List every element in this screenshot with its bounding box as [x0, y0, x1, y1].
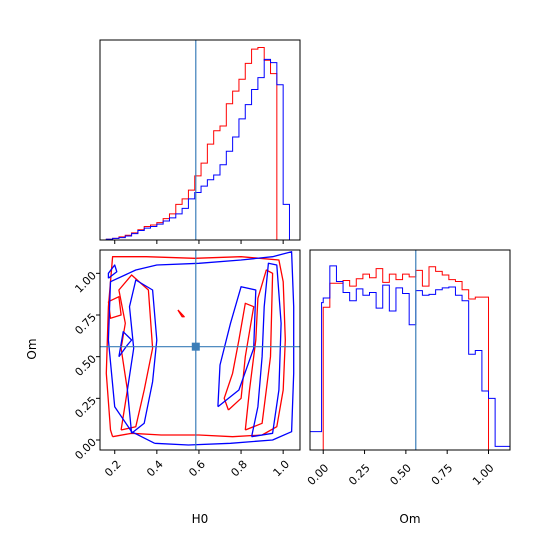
y-axis-label-om: Om — [25, 338, 39, 359]
contour-x-tick-label: 0.6 — [186, 458, 208, 480]
contour-line-red — [118, 274, 154, 431]
x-axis-label-h0: H0 — [192, 512, 209, 526]
contour-line-blue — [217, 286, 257, 408]
contour-y-tick-label: 0.75 — [72, 311, 99, 338]
contour-y-tick-label: 0.00 — [72, 436, 99, 463]
contour-x-tick-label: 0.2 — [102, 458, 124, 480]
hist-om-panel: 0.00 0.25 0.50 0.75 1.00 — [305, 249, 511, 488]
contour-y-tick-label: 0.25 — [72, 394, 99, 421]
contour-line-blue — [250, 262, 282, 438]
contour-line-blue — [107, 251, 295, 446]
hist-om-x-tick-label: 0.50 — [387, 461, 414, 488]
contour-y-tick-label: 0.50 — [72, 352, 99, 379]
hist-h0-panel — [99, 39, 301, 244]
contour-x-tick-label: 0.4 — [144, 458, 166, 480]
contour-line-blue — [107, 264, 118, 279]
hist-om-frame — [309, 249, 511, 451]
hist-om-x-tick-label: 1.00 — [470, 461, 497, 488]
contour-line-red — [177, 309, 185, 318]
hist-om-series-red — [310, 266, 510, 451]
hist-h0-frame — [99, 39, 301, 241]
hist-om-x-tick-label: 0.25 — [346, 461, 373, 488]
contour-line-blue — [126, 279, 158, 434]
contour-frame — [99, 249, 301, 451]
hist-om-x-tick-label: 0.75 — [429, 461, 456, 488]
hist-om-series-blue — [309, 265, 511, 450]
contour-x-tick-label: 1.0 — [271, 458, 293, 480]
contour-line-red — [244, 269, 274, 431]
contour-line-blue — [118, 331, 133, 358]
contour-x-tick-label: 0.8 — [228, 458, 250, 480]
contour-y-tick-label: 1.00 — [72, 269, 99, 296]
x-axis-label-om: Om — [399, 512, 420, 526]
contour-truth-marker — [191, 342, 200, 351]
hist-h0-series-red — [100, 47, 296, 241]
hist-h0-series-blue — [100, 58, 296, 241]
contour-line-red — [223, 302, 255, 411]
contour-panel: 0.2 0.4 0.6 0.8 1.0 0.00 0.25 0.50 0.75 1.00 — [72, 249, 301, 480]
hist-om-x-tick-label: 0.00 — [305, 461, 332, 488]
